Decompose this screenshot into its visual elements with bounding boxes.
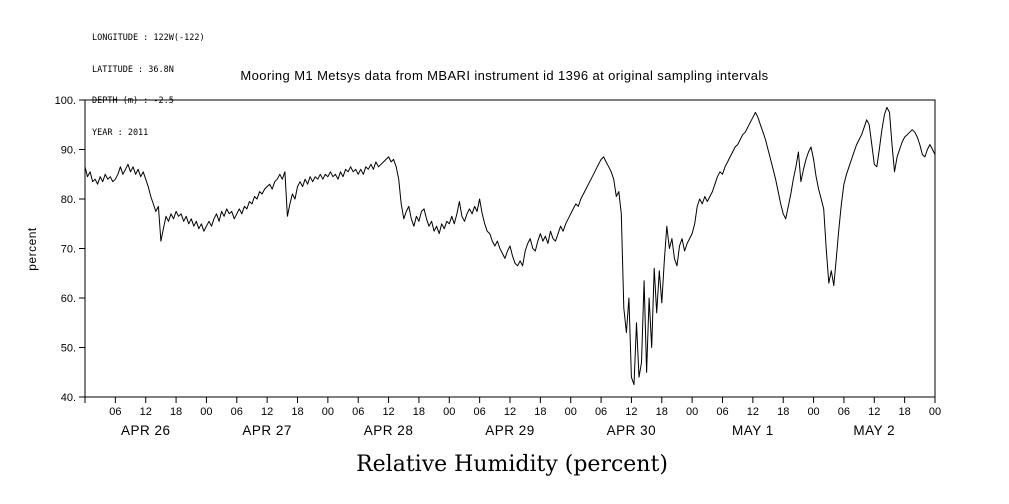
x-tick-label: 18 [534, 406, 546, 418]
x-day-label: APR 30 [607, 423, 657, 438]
x-tick-label: 12 [261, 406, 273, 418]
x-tick-label: 12 [140, 406, 152, 418]
x-day-label: APR 27 [242, 423, 292, 438]
x-tick-label: 06 [838, 406, 850, 418]
x-tick-label: 12 [868, 406, 880, 418]
x-tick-label: 18 [656, 406, 668, 418]
metadata-depth: DEPTH (m) : -2.5 [92, 96, 174, 106]
x-tick-label: 18 [170, 406, 182, 418]
x-tick-label: 18 [899, 406, 911, 418]
x-tick-label: 00 [443, 406, 455, 418]
chart-title: Mooring M1 Metsys data from MBARI instru… [240, 68, 769, 83]
y-tick-label: 80. [61, 194, 76, 206]
x-tick-label: 12 [504, 406, 516, 418]
x-tick-label: 06 [716, 406, 728, 418]
x-tick-label: 06 [109, 406, 121, 418]
y-axis-ticks: 40. 50. 60. 70. 80. 90. 100. [55, 95, 85, 404]
metadata-longitude: LONGITUDE : 122W(-122) [92, 33, 205, 43]
y-tick-label: 40. [61, 392, 76, 404]
x-day-label: APR 29 [485, 423, 535, 438]
x-tick-label: 06 [352, 406, 364, 418]
humidity-line-series [84, 106, 936, 386]
x-day-label: MAY 1 [732, 423, 774, 438]
x-tick-label: 18 [291, 406, 303, 418]
x-tick-label: 00 [929, 406, 941, 418]
plot-frame [84, 99, 936, 398]
x-tick-label: 00 [565, 406, 577, 418]
x-tick-label: 12 [747, 406, 759, 418]
x-tick-label: 18 [413, 406, 425, 418]
x-tick-label: 18 [777, 406, 789, 418]
x-tick-label: 06 [595, 406, 607, 418]
y-tick-label: 70. [61, 244, 76, 256]
x-axis-ticks: 06 12 18 00 06 12 18 00 06 12 18 00 06 12 18 00 06 12 18 00… [84, 397, 941, 418]
y-tick-label: 60. [61, 293, 76, 305]
x-tick-label: 06 [474, 406, 486, 418]
y-tick-label: 50. [61, 343, 76, 355]
metadata-block: LONGITUDE : 122W(-122) LATITUDE : 36.8N … [92, 12, 205, 159]
x-axis-day-labels: APR 26 APR 27 APR 28 APR 29 APR 30 MAY 1 MAY 2 [121, 423, 895, 438]
x-tick-label: 12 [382, 406, 394, 418]
x-tick-label: 00 [200, 406, 212, 418]
y-tick-label: 90. [61, 145, 76, 157]
y-tick-label: 100. [55, 95, 76, 107]
x-tick-label: 06 [231, 406, 243, 418]
x-day-label: APR 28 [364, 423, 414, 438]
x-tick-label: 00 [322, 406, 334, 418]
x-tick-label: 00 [807, 406, 819, 418]
x-axis-title: Relative Humidity (percent) [356, 452, 668, 477]
x-tick-label: 12 [625, 406, 637, 418]
x-day-label: APR 26 [121, 423, 171, 438]
metadata-year: YEAR : 2011 [92, 127, 149, 138]
metadata-latitude: LATITUDE : 36.8N [92, 64, 174, 75]
x-day-label: MAY 2 [853, 423, 895, 438]
x-tick-label: 00 [686, 406, 698, 418]
